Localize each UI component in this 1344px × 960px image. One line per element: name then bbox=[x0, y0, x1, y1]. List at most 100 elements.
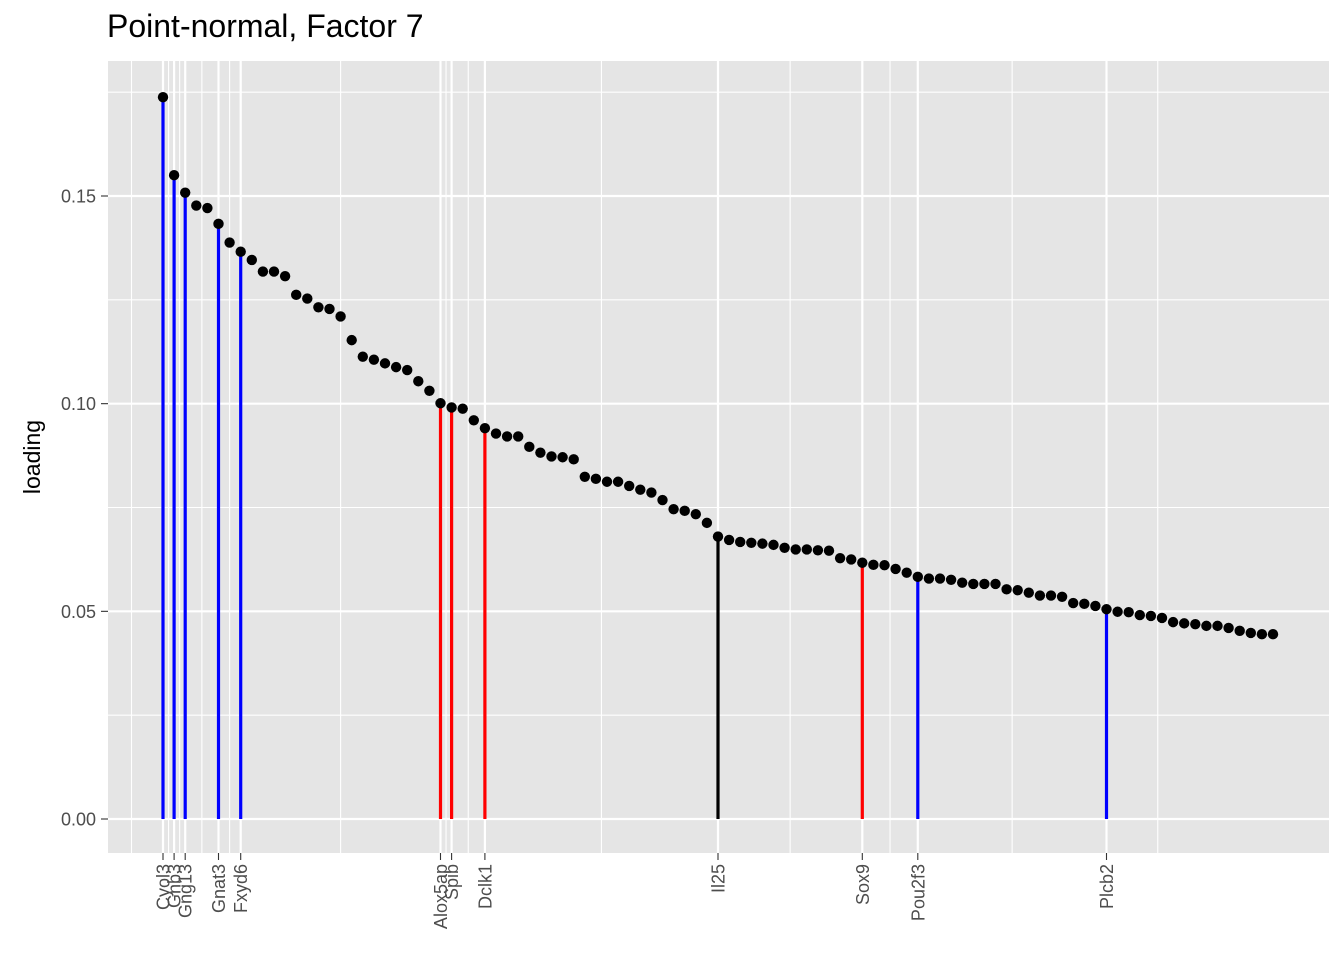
data-point bbox=[457, 403, 468, 414]
data-point bbox=[479, 422, 491, 434]
data-point bbox=[624, 480, 635, 492]
data-point bbox=[801, 544, 812, 555]
data-point bbox=[1145, 610, 1157, 622]
data-point bbox=[635, 484, 646, 495]
data-point bbox=[501, 431, 513, 442]
data-point bbox=[712, 531, 724, 542]
data-point bbox=[224, 237, 235, 248]
x-tick-label-gng13: Gng13 bbox=[176, 864, 196, 918]
data-point bbox=[1123, 606, 1134, 618]
data-point bbox=[246, 254, 257, 266]
data-point bbox=[1190, 619, 1201, 630]
data-point bbox=[235, 246, 246, 257]
data-point bbox=[979, 578, 990, 590]
data-point bbox=[357, 351, 368, 362]
data-point bbox=[879, 560, 890, 571]
data-point bbox=[268, 266, 280, 277]
y-tick-label: 0.00 bbox=[61, 810, 96, 830]
data-point bbox=[1001, 584, 1012, 595]
data-point bbox=[557, 452, 568, 463]
data-point bbox=[1179, 618, 1190, 629]
data-point bbox=[834, 552, 846, 564]
data-point bbox=[513, 431, 524, 442]
data-point bbox=[1212, 620, 1223, 632]
x-tick-label-spib: Spib bbox=[442, 864, 462, 900]
data-point bbox=[368, 354, 380, 365]
data-points bbox=[157, 91, 1279, 640]
x-tick-label-alox5ap: Alox5ap bbox=[431, 864, 451, 929]
data-point bbox=[868, 559, 879, 571]
data-point bbox=[746, 537, 757, 549]
data-point bbox=[1023, 587, 1034, 598]
data-point bbox=[524, 441, 535, 453]
data-point bbox=[601, 476, 613, 487]
data-point bbox=[679, 505, 690, 517]
data-point bbox=[812, 545, 824, 556]
data-point bbox=[923, 573, 935, 584]
x-tick-label-sox9: Sox9 bbox=[853, 864, 873, 905]
data-point bbox=[202, 202, 213, 214]
data-point bbox=[546, 451, 557, 462]
data-point bbox=[612, 476, 624, 487]
data-point bbox=[1201, 620, 1212, 632]
data-point bbox=[1234, 625, 1245, 637]
stem-lines bbox=[161, 97, 1109, 819]
data-point bbox=[901, 567, 912, 578]
data-point bbox=[1167, 616, 1179, 628]
x-tick-label-dclk1: Dclk1 bbox=[475, 864, 495, 909]
data-point bbox=[346, 334, 357, 346]
data-point bbox=[590, 473, 602, 485]
data-point bbox=[912, 571, 923, 583]
data-point bbox=[757, 538, 768, 549]
data-point bbox=[846, 554, 857, 565]
data-point bbox=[279, 270, 291, 282]
data-point bbox=[291, 289, 302, 301]
data-point bbox=[1101, 604, 1112, 615]
data-point bbox=[468, 415, 479, 426]
data-point bbox=[424, 385, 435, 396]
data-point bbox=[823, 545, 835, 556]
data-point bbox=[1156, 612, 1168, 624]
x-tick-label-gnat3: Gnat3 bbox=[209, 864, 229, 913]
data-point bbox=[324, 303, 335, 315]
data-point bbox=[1112, 606, 1123, 617]
data-point bbox=[1256, 628, 1268, 640]
x-tick-label-cyol3: Cyol3 bbox=[154, 864, 174, 910]
data-point bbox=[857, 557, 868, 568]
data-point bbox=[1034, 590, 1046, 601]
data-point bbox=[1245, 627, 1257, 639]
minor-grid bbox=[108, 61, 1329, 853]
data-point bbox=[1134, 609, 1146, 621]
data-point bbox=[402, 364, 413, 376]
x-tick-label-gnb3: Gnb3 bbox=[165, 864, 185, 908]
data-point bbox=[1267, 628, 1279, 640]
data-point bbox=[379, 358, 391, 369]
x-tick-label-plcb2: Plcb2 bbox=[1097, 864, 1117, 909]
data-point bbox=[657, 494, 668, 506]
x-tick-label-pou2f3: Pou2f3 bbox=[908, 864, 928, 921]
x-tick-label-fxyd6: Fxyd6 bbox=[231, 864, 251, 913]
data-point bbox=[1056, 591, 1068, 602]
data-point bbox=[1079, 598, 1090, 610]
data-point bbox=[934, 573, 946, 584]
y-tick-label: 0.15 bbox=[61, 187, 96, 207]
data-point bbox=[990, 578, 1001, 590]
data-point bbox=[1068, 597, 1079, 609]
data-point bbox=[646, 487, 657, 498]
data-point bbox=[701, 517, 713, 529]
data-point bbox=[213, 218, 224, 230]
data-point bbox=[1012, 584, 1023, 596]
data-point bbox=[1090, 600, 1101, 612]
data-point bbox=[668, 503, 679, 515]
data-point bbox=[735, 536, 746, 548]
data-point bbox=[335, 311, 346, 322]
data-point bbox=[302, 293, 313, 304]
data-point bbox=[790, 544, 801, 555]
y-axis: 0.00 0.05 0.10 0.15 bbox=[61, 187, 108, 830]
data-point bbox=[1223, 622, 1234, 634]
data-point bbox=[413, 376, 424, 387]
data-point bbox=[435, 398, 446, 409]
data-point bbox=[568, 454, 579, 465]
